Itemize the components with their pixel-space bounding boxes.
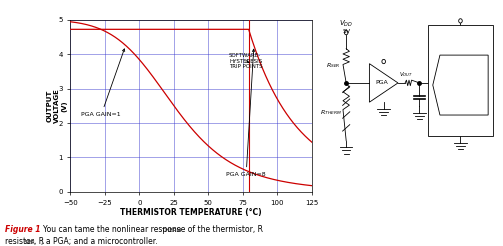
Text: THERM: THERM	[43, 229, 181, 233]
Text: $R_{SER}$: $R_{SER}$	[325, 61, 340, 70]
Text: MICRO-: MICRO-	[446, 36, 475, 42]
Text: PGA: PGA	[376, 80, 388, 85]
Text: PGA GAIN=8: PGA GAIN=8	[226, 49, 266, 177]
Text: ; a PGA; and a microcontroller.: ; a PGA; and a microcontroller.	[41, 237, 158, 246]
Text: resistor, R: resistor, R	[5, 237, 44, 246]
X-axis label: THERMISTOR TEMPERATURE (°C): THERMISTOR TEMPERATURE (°C)	[120, 208, 262, 217]
Bar	[429, 25, 492, 137]
Text: You can tame the nonlinear response of the thermistor, R: You can tame the nonlinear response of t…	[43, 226, 263, 234]
Text: $V_{OUT}$: $V_{OUT}$	[399, 70, 413, 79]
Text: $R_{THERM}$: $R_{THERM}$	[320, 108, 342, 117]
Text: CONTROLLER: CONTROLLER	[435, 46, 486, 53]
Text: PGA GAIN=1: PGA GAIN=1	[81, 49, 125, 117]
Y-axis label: OUTPUT
VOLTAGE
(V): OUTPUT VOLTAGE (V)	[47, 88, 67, 123]
Text: SER: SER	[5, 240, 35, 245]
Text: $V_{DD}$: $V_{DD}$	[339, 19, 353, 29]
Text: 5V: 5V	[342, 30, 350, 34]
Text: Figure 1: Figure 1	[5, 226, 41, 234]
Text: ADC: ADC	[457, 81, 475, 90]
Text: SOFTWARE-
HYSTERESIS
TRIP POINTS: SOFTWARE- HYSTERESIS TRIP POINTS	[229, 53, 263, 69]
